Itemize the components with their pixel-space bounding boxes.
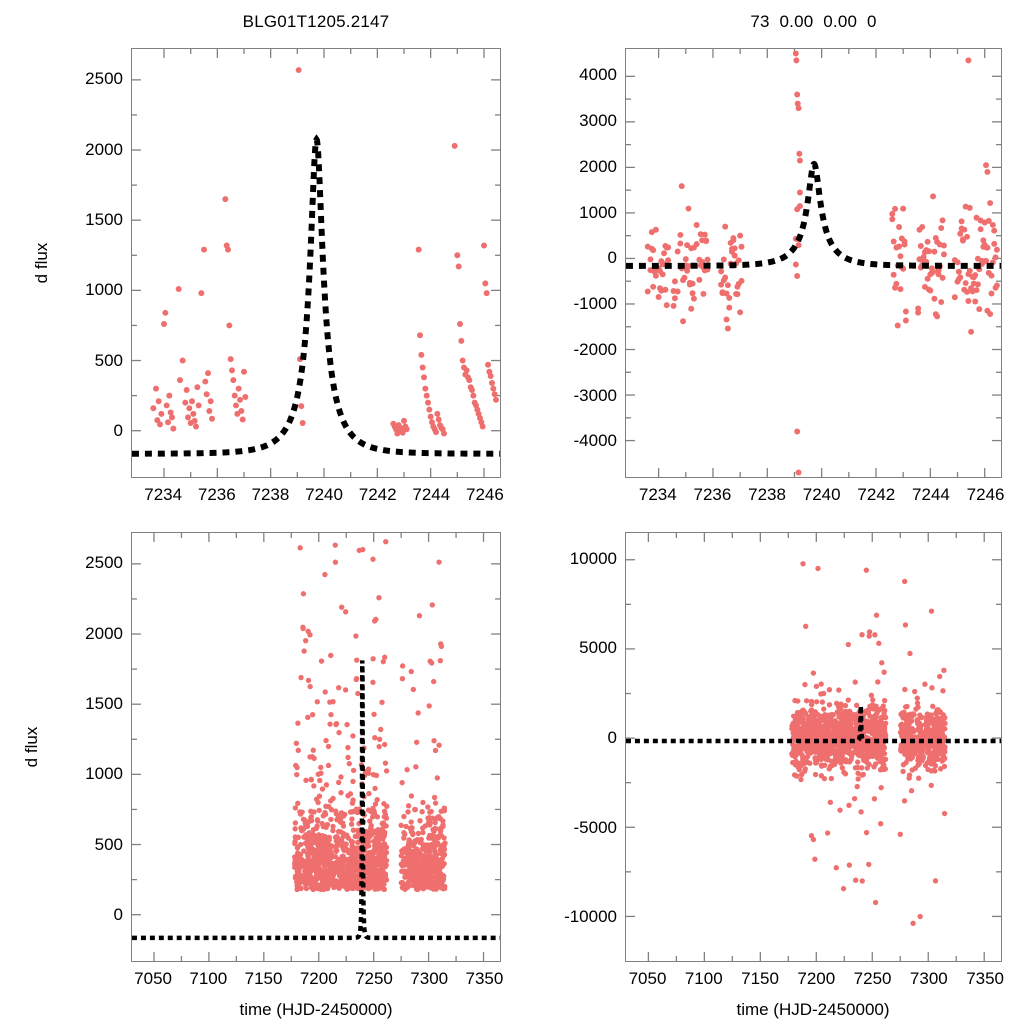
plot-area-bottom-right [626,533,1001,961]
y-tick-label: 5000 [579,638,617,658]
x-tick-label: 7244 [412,485,451,504]
plot-frame-bottom-right [625,532,1002,962]
y-tick-label: 0 [607,248,617,268]
x-tick-label: 7150 [244,969,283,988]
plot-frame-bottom-left [131,532,501,962]
x-tick-label: 7300 [909,969,948,988]
x-tick-label: 7238 [748,485,786,504]
x-tick-label: 7350 [465,969,504,988]
x-tick-label: 7300 [410,969,449,988]
y-tick-label: 2000 [579,156,617,176]
x-tick-label: 7246 [966,485,1005,504]
x-tick-label: 7150 [741,969,779,988]
x-axis-label-bottom-left: time (HJD-2450000) [239,1000,393,1019]
x-tick-label: 7246 [465,485,504,504]
y-tick-label: 1000 [579,202,617,222]
x-tick-label: 7200 [797,969,836,988]
y-tick-label: -4000 [573,431,617,451]
y-tick-label: 2500 [85,553,123,573]
y-tick-label: 1000 [85,280,123,300]
x-tick-label: 7244 [912,485,950,504]
y-tick-label: 0 [607,728,617,748]
y-tick-label: 1500 [85,694,123,713]
x-tick-label: 7238 [251,485,290,504]
plot-frame-top-right [625,48,1002,478]
x-tick-label: 7050 [134,969,172,988]
panel-top-left [131,48,501,478]
x-tick-label: 7234 [144,485,183,504]
y-tick-label: 0 [113,905,123,925]
y-tick-label: -2000 [573,339,617,359]
x-tick-label: 7236 [197,485,236,504]
x-tick-label: 7100 [684,969,723,988]
x-tick-label: 7250 [355,969,393,988]
y-tick-label: 1000 [85,764,123,784]
panel-top-right [625,48,1002,478]
x-tick-label: 7050 [628,969,667,988]
panel-title-top-left: BLG01T1205.2147 [242,12,390,31]
panel-bottom-left [131,532,501,962]
x-tick-label: 7240 [305,485,343,504]
y-tick-label: 3000 [579,111,617,131]
y-tick-label: 10000 [569,548,617,568]
y-tick-label: -1000 [573,294,617,314]
y-axis-label-top-left: d flux [32,242,51,284]
y-tick-label: 500 [94,350,123,370]
y-tick-label: 2000 [85,139,123,159]
y-tick-label: 1500 [85,210,123,229]
plot-area-top-left [132,49,500,477]
y-tick-label: 0 [113,421,123,441]
x-axis-label-bottom-right: time (HJD-2450000) [736,1000,890,1019]
plot-area-top-right [626,49,1001,477]
y-tick-label: 2000 [85,623,123,643]
x-tick-label: 7242 [358,485,397,504]
panel-bottom-right [625,532,1002,962]
y-tick-label: -10000 [564,907,617,927]
y-tick-label: -5000 [573,817,617,837]
x-tick-label: 7250 [853,969,892,988]
plot-area-bottom-left [132,533,500,961]
y-tick-label: 4000 [579,65,617,85]
x-tick-label: 7100 [189,969,228,988]
y-axis-label-bottom-left: d flux [22,726,41,768]
x-tick-label: 7200 [299,969,338,988]
x-tick-label: 7242 [857,485,896,504]
x-tick-label: 7234 [638,485,677,504]
y-tick-label: 2500 [85,69,123,89]
x-tick-label: 7236 [693,485,732,504]
plot-frame-top-left [131,48,501,478]
y-tick-label: 500 [94,834,123,854]
panel-title-top-right: 73 0.00 0.00 0 [750,12,877,31]
x-tick-label: 7350 [966,969,1005,988]
y-tick-label: -3000 [573,385,617,405]
x-tick-label: 7240 [802,485,841,504]
